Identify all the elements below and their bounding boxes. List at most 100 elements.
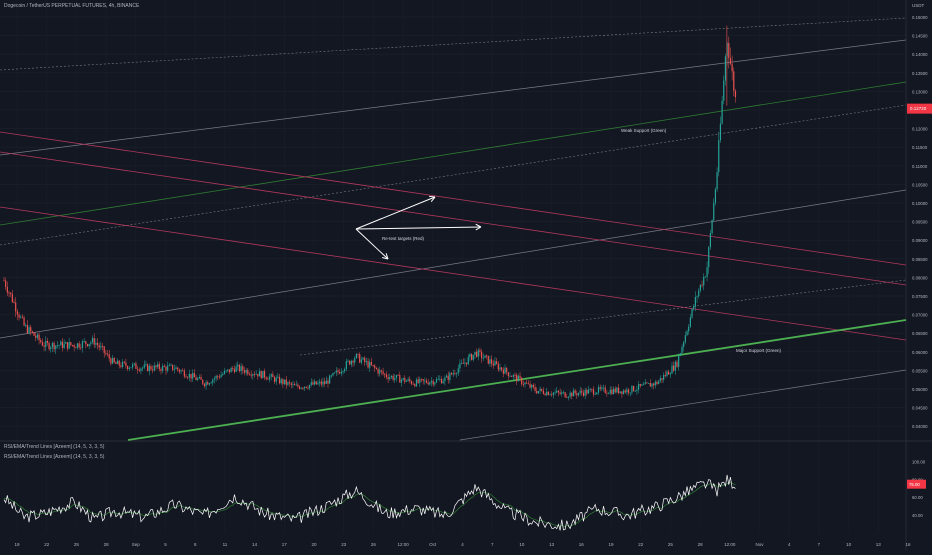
candle-body	[634, 390, 636, 392]
candle-body	[723, 80, 725, 101]
candle-body	[242, 366, 244, 371]
candle-body	[277, 376, 279, 378]
candle-body	[163, 365, 165, 367]
candle-body	[198, 376, 200, 379]
candle-body	[567, 396, 570, 398]
candle-body	[70, 342, 72, 346]
candle-body	[507, 372, 509, 377]
candle-body	[324, 381, 326, 384]
candle-body	[292, 384, 294, 385]
candle-body	[536, 390, 538, 394]
candle-body	[616, 387, 618, 393]
candle-body	[190, 373, 192, 379]
candle-body	[309, 384, 311, 389]
candle-body	[622, 390, 625, 394]
time-tick-label: 10	[846, 542, 852, 547]
candle-body	[602, 387, 605, 389]
candle-body	[126, 366, 129, 369]
candle-body	[33, 332, 35, 336]
annotations: Re-test targets (Red) Weak Support (Gree…	[382, 128, 782, 353]
time-tick-label: 13	[549, 542, 555, 547]
candle-body	[734, 90, 737, 98]
candle-body	[476, 351, 478, 357]
candle-body	[195, 377, 197, 381]
time-tick-label: Sep	[132, 542, 141, 547]
resistance-line-2	[0, 151, 907, 286]
candle-body	[380, 370, 383, 372]
candle-body	[273, 377, 276, 382]
candle-body	[400, 379, 403, 383]
arrow-head	[385, 253, 389, 260]
candle-body	[385, 374, 388, 378]
candle-body	[713, 202, 715, 221]
rsi-tick-label: 100.00	[912, 460, 926, 465]
retest-arrow	[355, 226, 482, 230]
candle-body	[212, 379, 214, 383]
candle-body	[462, 362, 464, 364]
price-tick-label: 0.04500	[912, 406, 928, 411]
candle-body	[464, 362, 466, 364]
candle-body	[693, 306, 695, 309]
candle-body	[460, 362, 463, 364]
candle-body	[651, 383, 653, 387]
candle-body	[120, 365, 122, 367]
time-tick-label: 22	[638, 542, 644, 547]
time-tick-label: 28	[104, 542, 110, 547]
candle-body	[78, 343, 80, 348]
candle-body	[638, 384, 640, 390]
candle-body	[133, 363, 135, 365]
candle-body	[168, 364, 170, 366]
candle-body	[703, 276, 705, 286]
annotation-retest: Re-test targets (Red)	[382, 236, 425, 241]
rsi-current-label: 75.00	[909, 482, 920, 487]
candle-body	[394, 377, 396, 380]
candle-body	[582, 392, 585, 396]
price-tick-label: 0.07000	[912, 313, 928, 318]
candle-body	[93, 337, 95, 345]
candle-body	[247, 369, 249, 375]
candle-body	[609, 389, 611, 394]
candle-body	[160, 369, 162, 371]
candle-body	[586, 389, 588, 394]
candle-body	[472, 354, 474, 360]
channel-lower	[0, 189, 907, 339]
price-tick-label: 0.06500	[912, 331, 928, 336]
candle-body	[263, 371, 266, 378]
candle-body	[574, 390, 576, 394]
candle-body	[283, 379, 286, 384]
candle-body	[210, 382, 212, 384]
candle-body	[389, 377, 391, 380]
candle-body	[686, 331, 688, 336]
candle-body	[626, 389, 628, 393]
candle-body	[38, 334, 40, 341]
candle-body	[377, 369, 379, 374]
candle-body	[557, 390, 560, 393]
candle-body	[180, 370, 182, 372]
channel-mid-dotted	[0, 104, 907, 246]
candle-body	[237, 364, 239, 367]
time-tick-label: 17	[282, 542, 288, 547]
candle-body	[482, 357, 484, 359]
candle-body	[683, 342, 685, 347]
candle-body	[113, 357, 115, 363]
candle-body	[379, 370, 381, 374]
candle-body	[576, 393, 578, 396]
candle-body	[48, 342, 50, 350]
indicator-label-2[interactable]: RSI/EMA/Trend Lines [Azeem] (14, 5, 3, 3…	[4, 454, 105, 460]
candle-body	[60, 341, 62, 346]
candle-body	[143, 364, 145, 368]
candle-body	[607, 393, 610, 395]
candle-body	[439, 378, 441, 380]
annotation-weak-support: Weak Support (Green)	[621, 128, 667, 133]
candle-body	[235, 366, 237, 372]
channel-upper	[0, 39, 907, 156]
candle-body	[18, 314, 20, 318]
candle-body	[65, 342, 67, 344]
candle-body	[123, 361, 125, 363]
time-tick-label: 25	[74, 542, 80, 547]
candle-body	[679, 353, 681, 356]
indicator-label-1[interactable]: RSI/EMA/Trend Lines [Azeem] (14, 5, 3, 3…	[4, 444, 105, 450]
